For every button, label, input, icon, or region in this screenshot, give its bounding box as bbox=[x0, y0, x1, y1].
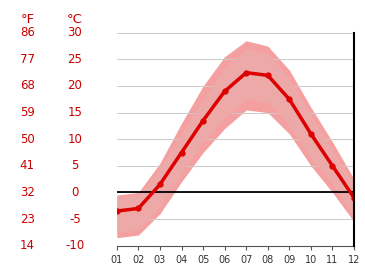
Text: 77: 77 bbox=[20, 53, 35, 66]
Text: -5: -5 bbox=[69, 213, 81, 225]
Text: -10: -10 bbox=[65, 239, 84, 252]
Text: 15: 15 bbox=[68, 106, 82, 119]
Text: 41: 41 bbox=[20, 159, 35, 172]
Text: °F: °F bbox=[20, 13, 34, 26]
Text: 86: 86 bbox=[20, 26, 35, 39]
Text: 0: 0 bbox=[71, 186, 78, 199]
Text: °C: °C bbox=[67, 13, 83, 26]
Text: 59: 59 bbox=[20, 106, 35, 119]
Text: 5: 5 bbox=[71, 159, 78, 172]
Text: 30: 30 bbox=[68, 26, 82, 39]
Text: 32: 32 bbox=[20, 186, 35, 199]
Text: 20: 20 bbox=[68, 79, 82, 93]
Text: 10: 10 bbox=[68, 133, 82, 146]
Text: 25: 25 bbox=[68, 53, 82, 66]
Text: 68: 68 bbox=[20, 79, 35, 93]
Text: 50: 50 bbox=[20, 133, 35, 146]
Text: 14: 14 bbox=[20, 239, 35, 252]
Text: 23: 23 bbox=[20, 213, 35, 225]
